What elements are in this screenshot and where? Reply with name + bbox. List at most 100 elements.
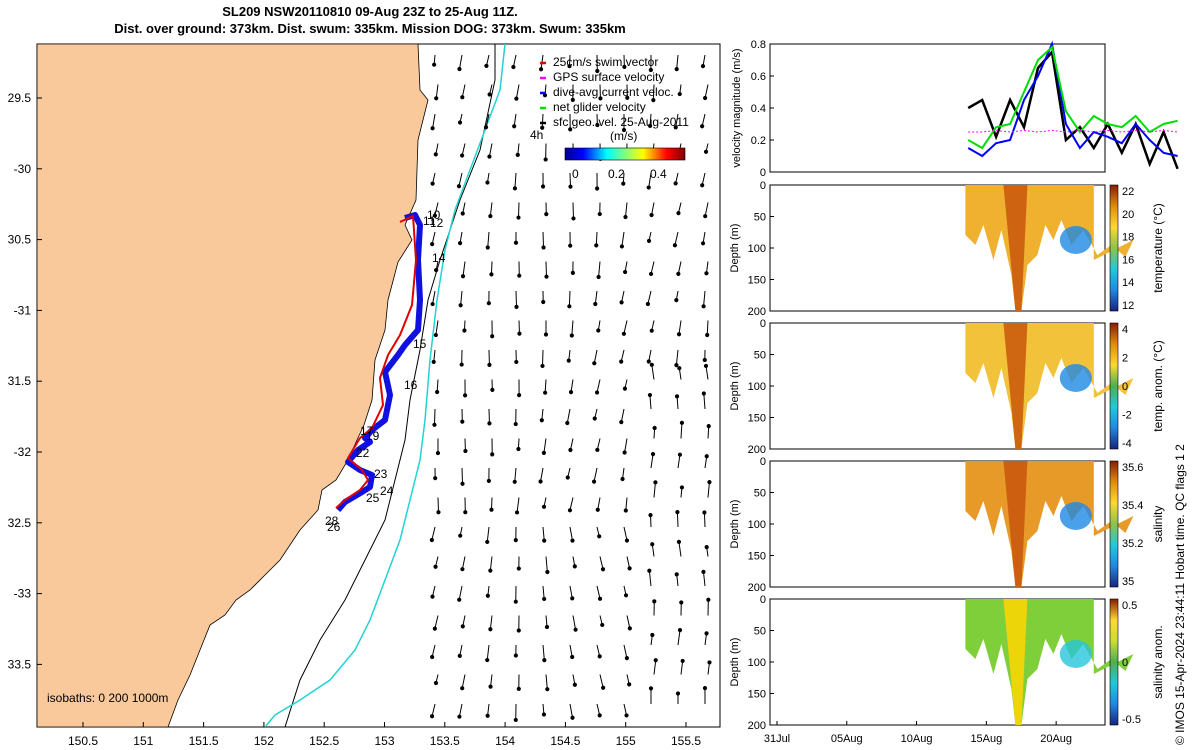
current-arrow-head [705, 332, 710, 338]
current-arrow-head [594, 243, 599, 248]
current-arrow [702, 571, 706, 587]
current-arrow [461, 84, 466, 98]
lon-tick-label: 155 [616, 734, 636, 748]
depth-tick: 50 [754, 488, 766, 500]
isobath-1000 [264, 44, 506, 727]
current-arrow [675, 349, 679, 366]
current-arrow-head [463, 448, 468, 454]
current-arrow [489, 556, 493, 571]
current-arrow-head [673, 181, 678, 186]
current-arrow-head [595, 186, 600, 191]
current-arrow-head [490, 334, 495, 339]
current-arrow [489, 615, 493, 630]
current-arrow [489, 202, 493, 217]
current-arrow-head [595, 68, 600, 74]
current-arrow-head [675, 691, 681, 696]
depth-ylabel: Depth (m) [729, 638, 741, 687]
profile-panel-4: 0 50 100 150 200 Depth (m) 0.5 0 -0.5 salinity an… [729, 594, 1165, 732]
lat-tick-label: 31.5 [8, 374, 32, 388]
colorbar-title: salinity anom. [1151, 625, 1165, 698]
current-arrow-head [651, 98, 656, 103]
current-arrow [515, 290, 518, 307]
current-arrow-head [646, 238, 652, 244]
current-arrow-head [433, 680, 439, 686]
current-arrow-head [569, 333, 574, 338]
time-tick-label: 15Aug [970, 733, 1002, 745]
current-arrow-head [674, 394, 680, 399]
current-arrow [517, 202, 520, 218]
current-arrow-head [704, 631, 709, 636]
colorbar-title: salinity [1151, 506, 1165, 543]
current-arrow-head [619, 359, 624, 364]
current-arrow-head [621, 127, 627, 133]
current-arrow [596, 379, 601, 393]
time-tick-label: 20Aug [1040, 733, 1072, 745]
current-arrow-head [517, 331, 522, 336]
current-arrow-head [672, 243, 678, 248]
current-arrow-head [646, 359, 651, 364]
current-arrow [680, 660, 684, 675]
current-arrow-head [512, 186, 518, 191]
current-arrow-head [596, 274, 601, 280]
current-arrow-head [648, 271, 654, 277]
current-arrow-head [485, 180, 490, 185]
day-marker-label: 17 [360, 424, 374, 438]
current-arrow-head [462, 328, 467, 333]
current-arrow [435, 84, 439, 99]
current-arrow-head [703, 363, 709, 369]
current-arrow [678, 320, 682, 335]
current-arrow-head [538, 479, 543, 484]
current-arrow [595, 231, 598, 246]
current-arrow-head [433, 564, 438, 569]
current-arrow [707, 482, 710, 498]
depth-ylabel: Depth (m) [729, 224, 741, 273]
day-marker-label: 24 [380, 484, 394, 498]
current-arrow-head [680, 658, 685, 664]
current-arrow [648, 570, 652, 587]
current-arrow-head [676, 539, 682, 545]
vel-ylabel: velocity magnitude (m/s) [731, 48, 743, 167]
current-arrow-head [622, 64, 627, 69]
current-arrow-head [430, 301, 435, 307]
current-arrow-head [457, 597, 462, 602]
current-arrow-head [622, 269, 628, 275]
isobath-label: isobaths: 0 200 1000m [47, 691, 168, 705]
current-arrow [675, 113, 679, 128]
time-tick-label: 10Aug [901, 733, 933, 745]
current-arrow [623, 526, 628, 541]
current-arrow-head [679, 485, 685, 490]
current-arrow-head [650, 451, 656, 457]
current-arrow-head [621, 181, 626, 186]
current-arrow [703, 393, 706, 410]
current-arrow-head [706, 597, 711, 602]
current-arrow [542, 585, 545, 599]
current-arrow-head [597, 211, 602, 217]
velocity-panel: 0 0.2 0.4 0.6 0.8 velocity magnitude (m/s) [731, 39, 1179, 179]
current-arrow [593, 349, 598, 364]
current-arrow [432, 290, 436, 305]
depth-tick: 0 [760, 594, 766, 606]
current-arrow [434, 202, 439, 216]
current-arrow-head [570, 715, 575, 720]
current-arrow-head [568, 184, 573, 189]
current-arrow-head [647, 123, 653, 128]
current-arrow-head [572, 682, 577, 687]
current-arrow [514, 172, 517, 189]
current-arrow-head [703, 214, 708, 219]
profile-colorbar [1109, 322, 1119, 450]
current-arrow [566, 408, 571, 424]
current-arrow [486, 644, 490, 661]
current-arrow-head [456, 184, 462, 189]
colorbar-tick: -2 [1122, 410, 1132, 422]
colorbar-title: temperature (°C) [1151, 203, 1165, 293]
current-arrow [651, 202, 655, 216]
current-arrow [625, 497, 628, 511]
current-arrow-head [545, 687, 550, 692]
profile-panel-1: 0 50 100 150 200 Depth (m) 22 20 18 16 14 12 tempera… [729, 180, 1165, 318]
current-arrow [569, 703, 574, 718]
current-arrow-head [567, 304, 572, 309]
current-arrow-head [514, 96, 519, 101]
current-arrow [568, 290, 571, 307]
current-arrow [516, 497, 520, 513]
current-arrow [652, 84, 655, 101]
